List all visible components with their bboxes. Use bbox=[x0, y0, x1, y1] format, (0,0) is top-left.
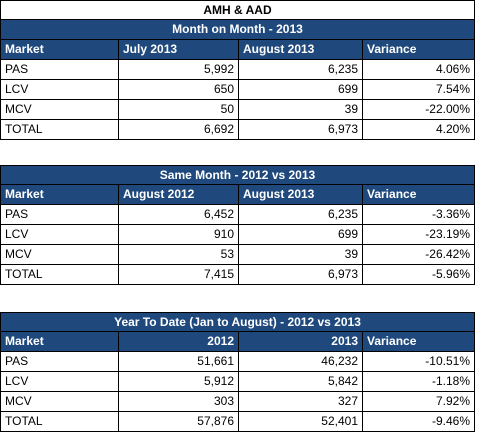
header-market: Market bbox=[0, 185, 119, 205]
value-cell: 51,661 bbox=[119, 352, 239, 372]
header-variance: Variance bbox=[363, 332, 475, 352]
total-row: TOTAL 57,876 52,401 -9.46% bbox=[0, 412, 475, 432]
value-cell: 6,235 bbox=[239, 60, 363, 80]
market-cell: PAS bbox=[0, 352, 119, 372]
table-row: PAS 5,992 6,235 4.06% bbox=[0, 60, 475, 80]
section-title-row: Month on Month - 2013 bbox=[0, 20, 475, 40]
table-row: LCV 910 699 -23.19% bbox=[0, 225, 475, 245]
value-cell: 39 bbox=[239, 100, 363, 120]
value-cell: 699 bbox=[239, 80, 363, 100]
value-cell: 699 bbox=[239, 225, 363, 245]
value-cell: 52,401 bbox=[239, 412, 363, 432]
table-row: MCV 303 327 7.92% bbox=[0, 392, 475, 412]
value-cell: 46,232 bbox=[239, 352, 363, 372]
value-cell: 5,992 bbox=[119, 60, 239, 80]
market-cell: PAS bbox=[0, 60, 119, 80]
spacer bbox=[0, 140, 475, 165]
table-row: PAS 6,452 6,235 -3.36% bbox=[0, 205, 475, 225]
value-cell: 327 bbox=[239, 392, 363, 412]
spacer bbox=[0, 285, 475, 312]
total-row: TOTAL 6,692 6,973 4.20% bbox=[0, 120, 475, 140]
value-cell: 7,415 bbox=[119, 265, 239, 285]
header-period-1: 2012 bbox=[119, 332, 239, 352]
header-period-1: July 2013 bbox=[119, 40, 239, 60]
header-variance: Variance bbox=[363, 40, 475, 60]
value-cell: 53 bbox=[119, 245, 239, 265]
variance-cell: -5.96% bbox=[363, 265, 475, 285]
market-cell: LCV bbox=[0, 372, 119, 392]
market-cell: PAS bbox=[0, 205, 119, 225]
variance-cell: 4.06% bbox=[363, 60, 475, 80]
header-market: Market bbox=[0, 40, 119, 60]
section-title: Month on Month - 2013 bbox=[0, 20, 475, 40]
market-cell: MCV bbox=[0, 245, 119, 265]
variance-cell: 7.92% bbox=[363, 392, 475, 412]
section-title-row: Year To Date (Jan to August) - 2012 vs 2… bbox=[0, 312, 475, 332]
header-period-2: 2013 bbox=[239, 332, 363, 352]
variance-cell: -1.18% bbox=[363, 372, 475, 392]
market-cell: MCV bbox=[0, 100, 119, 120]
table-row: LCV 5,912 5,842 -1.18% bbox=[0, 372, 475, 392]
header-market: Market bbox=[0, 332, 119, 352]
variance-cell: 4.20% bbox=[363, 120, 475, 140]
value-cell: 57,876 bbox=[119, 412, 239, 432]
market-cell: TOTAL bbox=[0, 412, 119, 432]
header-row: Market July 2013 August 2013 Variance bbox=[0, 40, 475, 60]
header-period-2: August 2013 bbox=[239, 185, 363, 205]
value-cell: 303 bbox=[119, 392, 239, 412]
value-cell: 650 bbox=[119, 80, 239, 100]
variance-cell: -9.46% bbox=[363, 412, 475, 432]
variance-cell: -22.00% bbox=[363, 100, 475, 120]
table-row: MCV 50 39 -22.00% bbox=[0, 100, 475, 120]
value-cell: 5,842 bbox=[239, 372, 363, 392]
value-cell: 6,973 bbox=[239, 120, 363, 140]
header-period-1: August 2012 bbox=[119, 185, 239, 205]
table-row: PAS 51,661 46,232 -10.51% bbox=[0, 352, 475, 372]
section-title: Year To Date (Jan to August) - 2012 vs 2… bbox=[0, 312, 475, 332]
value-cell: 6,235 bbox=[239, 205, 363, 225]
main-title: AMH & AAD bbox=[0, 0, 475, 20]
section-title-row: Same Month - 2012 vs 2013 bbox=[0, 165, 475, 185]
header-variance: Variance bbox=[363, 185, 475, 205]
value-cell: 910 bbox=[119, 225, 239, 245]
market-cell: MCV bbox=[0, 392, 119, 412]
section-title: Same Month - 2012 vs 2013 bbox=[0, 165, 475, 185]
market-cell: TOTAL bbox=[0, 120, 119, 140]
variance-cell: -3.36% bbox=[363, 205, 475, 225]
header-row: Market August 2012 August 2013 Variance bbox=[0, 185, 475, 205]
header-row: Market 2012 2013 Variance bbox=[0, 332, 475, 352]
value-cell: 6,452 bbox=[119, 205, 239, 225]
variance-cell: -23.19% bbox=[363, 225, 475, 245]
market-cell: LCV bbox=[0, 225, 119, 245]
main-title-row: AMH & AAD bbox=[0, 0, 475, 20]
value-cell: 6,692 bbox=[119, 120, 239, 140]
total-row: TOTAL 7,415 6,973 -5.96% bbox=[0, 265, 475, 285]
table-row: MCV 53 39 -26.42% bbox=[0, 245, 475, 265]
variance-cell: 7.54% bbox=[363, 80, 475, 100]
variance-cell: -26.42% bbox=[363, 245, 475, 265]
market-cell: LCV bbox=[0, 80, 119, 100]
variance-cell: -10.51% bbox=[363, 352, 475, 372]
value-cell: 50 bbox=[119, 100, 239, 120]
market-cell: TOTAL bbox=[0, 265, 119, 285]
table-row: LCV 650 699 7.54% bbox=[0, 80, 475, 100]
value-cell: 39 bbox=[239, 245, 363, 265]
value-cell: 6,973 bbox=[239, 265, 363, 285]
value-cell: 5,912 bbox=[119, 372, 239, 392]
header-period-2: August 2013 bbox=[239, 40, 363, 60]
